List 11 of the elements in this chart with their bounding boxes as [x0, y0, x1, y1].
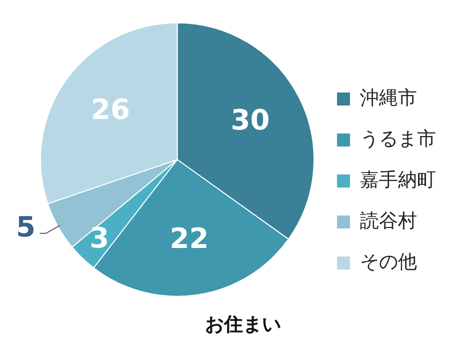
legend-label: 読谷村: [360, 210, 417, 232]
legend-label: 沖縄市: [360, 86, 417, 109]
data-label: 3: [90, 222, 110, 255]
data-label: 5: [16, 210, 36, 244]
text: お住まい: [205, 314, 281, 336]
data-label: 26: [91, 93, 130, 126]
legend-label: 嘉手納町: [360, 168, 436, 191]
legend-label: うるま市: [360, 128, 436, 150]
data-label: 22: [170, 222, 209, 256]
legend-label: その他: [360, 250, 417, 273]
data-label: 30: [230, 103, 270, 136]
